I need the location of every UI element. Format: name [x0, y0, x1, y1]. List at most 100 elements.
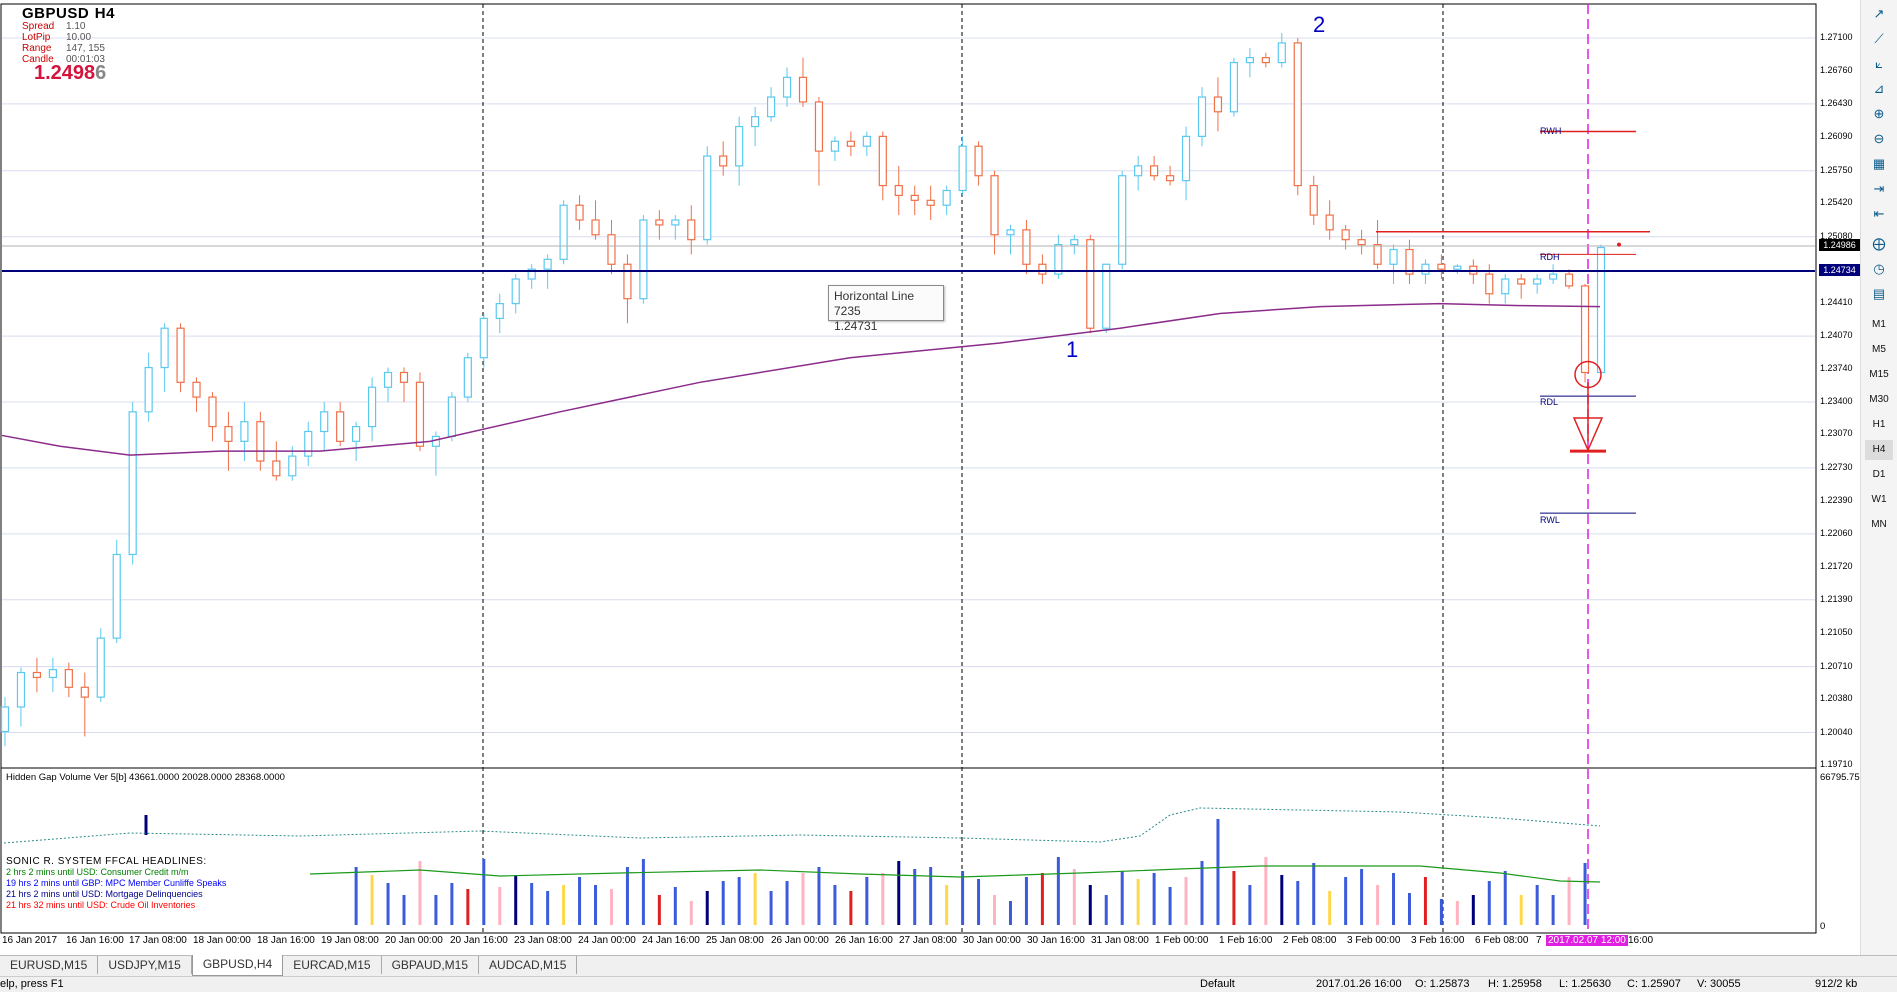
timeframe-m5[interactable]: M5 — [1872, 344, 1886, 355]
indicator-scale-top: 66795.75 — [1820, 772, 1860, 783]
volume-average-line — [309, 865, 1601, 883]
candle-body — [1357, 239, 1366, 246]
price-tick-label: 1.24410 — [1820, 296, 1853, 307]
time-tick-label: 17 Jan 08:00 — [129, 935, 187, 946]
status-traffic: 912/2 kb — [1815, 978, 1858, 990]
templates-icon[interactable]: ▤ — [1872, 286, 1886, 301]
chart-tabs: EURUSD,M15 USDJPY,M15 GBPUSD,H4 EURCAD,M… — [0, 955, 1897, 976]
candle-body — [1341, 229, 1350, 241]
candle-body — [623, 263, 632, 300]
price-tick-label: 1.26090 — [1820, 131, 1853, 142]
candle-body — [16, 671, 26, 708]
autoscroll-icon[interactable]: ⇥ — [1873, 181, 1885, 196]
tile-windows-icon[interactable]: ▦ — [1872, 156, 1886, 171]
price-tick-label: 1.20710 — [1820, 660, 1853, 671]
candle-body — [447, 396, 456, 438]
candle-body — [320, 411, 329, 433]
candle-body — [1229, 61, 1239, 113]
candle-body — [1102, 263, 1111, 329]
candle-body — [878, 135, 887, 187]
status-close: C: 1.25907 — [1627, 978, 1681, 990]
time-tick-label: 18 Jan 00:00 — [193, 935, 251, 946]
candle-body — [48, 668, 57, 679]
trendline-tool-icon[interactable]: ⟋ — [1874, 31, 1884, 46]
candle-body — [1150, 165, 1159, 177]
tab-gbpusd-h4[interactable]: GBPUSD,H4 — [191, 955, 284, 976]
timeframe-mn[interactable]: MN — [1871, 519, 1887, 530]
candle-body — [128, 411, 137, 556]
candle-body — [1580, 285, 1590, 374]
time-tick-label: 6 Feb 08:00 — [1475, 935, 1529, 946]
channel-tool-icon[interactable]: ⊿ — [1873, 81, 1885, 96]
candle-body — [782, 76, 792, 98]
chart-shift-icon[interactable]: ⇤ — [1873, 206, 1885, 221]
indicator-title: Hidden Gap Volume Ver 5[b] 43661.0000 20… — [6, 772, 285, 783]
candle-body — [1197, 96, 1207, 137]
zoom-out-icon[interactable]: ⊖ — [1873, 131, 1885, 146]
timeframe-label: H4 — [94, 5, 115, 22]
tab-eurusd-m15[interactable]: EURUSD,M15 — [0, 956, 99, 974]
candle-body — [495, 303, 504, 319]
price-tick-label: 1.23740 — [1820, 362, 1853, 373]
time-tick-label: 30 Jan 00:00 — [963, 935, 1021, 946]
periodicity-icon[interactable]: ◷ — [1873, 261, 1885, 276]
price-tick-label: 1.19710 — [1820, 759, 1853, 769]
indicators-icon[interactable]: ⨁ — [1872, 236, 1886, 251]
status-open: O: 1.25873 — [1415, 978, 1470, 990]
time-tick-label: 16 Jan 2017 — [2, 935, 58, 946]
candle-body — [655, 219, 664, 226]
candle-body — [1070, 239, 1079, 246]
price-tick-label: 1.21390 — [1820, 593, 1853, 604]
candle-body — [671, 219, 680, 226]
timeframe-m30[interactable]: M30 — [1869, 394, 1889, 405]
candle-body — [1293, 42, 1302, 187]
timeframe-m1[interactable]: M1 — [1872, 319, 1886, 330]
timeframe-h1[interactable]: H1 — [1872, 419, 1886, 430]
tab-eurcad-m15[interactable]: EURCAD,M15 — [283, 956, 382, 974]
price-tick-label: 1.20040 — [1820, 726, 1853, 737]
indicator-scale-bottom: 0 — [1820, 921, 1826, 932]
candle-body — [64, 668, 73, 688]
timeframe-w1[interactable]: W1 — [1871, 494, 1887, 505]
price-tick-label: 1.21720 — [1820, 561, 1853, 572]
headline-item: 2 hrs 2 mins until USD: Consumer Credit … — [6, 867, 189, 877]
candle-body — [1405, 248, 1414, 275]
tab-gbpaud-m15[interactable]: GBPAUD,M15 — [382, 956, 480, 974]
headlines-panel: SONIC R. SYSTEM FFCAL HEADLINES: 2 hrs 2… — [6, 856, 226, 911]
candle-body — [862, 135, 871, 147]
candle-body — [719, 155, 728, 167]
line-tool-icon[interactable]: ↗ — [1873, 6, 1885, 21]
candle-body — [958, 145, 967, 192]
timeframe-m15[interactable]: M15 — [1869, 369, 1889, 380]
wave-label-2: 2 — [1313, 12, 1326, 37]
price-chart[interactable] — [0, 0, 1897, 955]
fibo-tool-icon[interactable]: ⟀ — [1875, 56, 1883, 71]
hline-tooltip: Horizontal Line 7235 1.24731 — [828, 285, 944, 333]
zoom-in-icon[interactable]: ⊕ — [1873, 106, 1885, 121]
candle-body — [687, 219, 696, 241]
tab-usdjpy-m15[interactable]: USDJPY,M15 — [98, 956, 192, 974]
candle-body — [766, 96, 776, 118]
candle-body — [336, 411, 345, 442]
time-tick-label: 24 Jan 16:00 — [642, 935, 700, 946]
candle-body — [1421, 263, 1430, 275]
status-high: H: 1.25958 — [1488, 978, 1542, 990]
timeframe-h4[interactable]: H4 — [1865, 440, 1893, 460]
tab-audcad-m15[interactable]: AUDCAD,M15 — [479, 956, 578, 974]
main-chart-frame — [0, 3, 1817, 769]
candle-body — [144, 366, 153, 413]
candle-body — [304, 430, 313, 457]
candle-body — [256, 421, 265, 462]
candle-body — [735, 125, 744, 167]
candle-body — [367, 386, 377, 428]
time-tick-label: 26 Jan 16:00 — [835, 935, 893, 946]
tooltip-title: Horizontal Line 7235 — [834, 289, 915, 318]
time-tick-label: 27 Jan 08:00 — [899, 935, 957, 946]
current-price-dot — [1617, 242, 1621, 247]
candle-body — [176, 327, 185, 383]
candle-body — [1086, 239, 1095, 329]
level-label-rdh: RDH — [1540, 252, 1560, 262]
candle-body — [1437, 263, 1446, 270]
timeframe-d1[interactable]: D1 — [1872, 469, 1886, 480]
price-tick-label: 1.22390 — [1820, 495, 1853, 506]
